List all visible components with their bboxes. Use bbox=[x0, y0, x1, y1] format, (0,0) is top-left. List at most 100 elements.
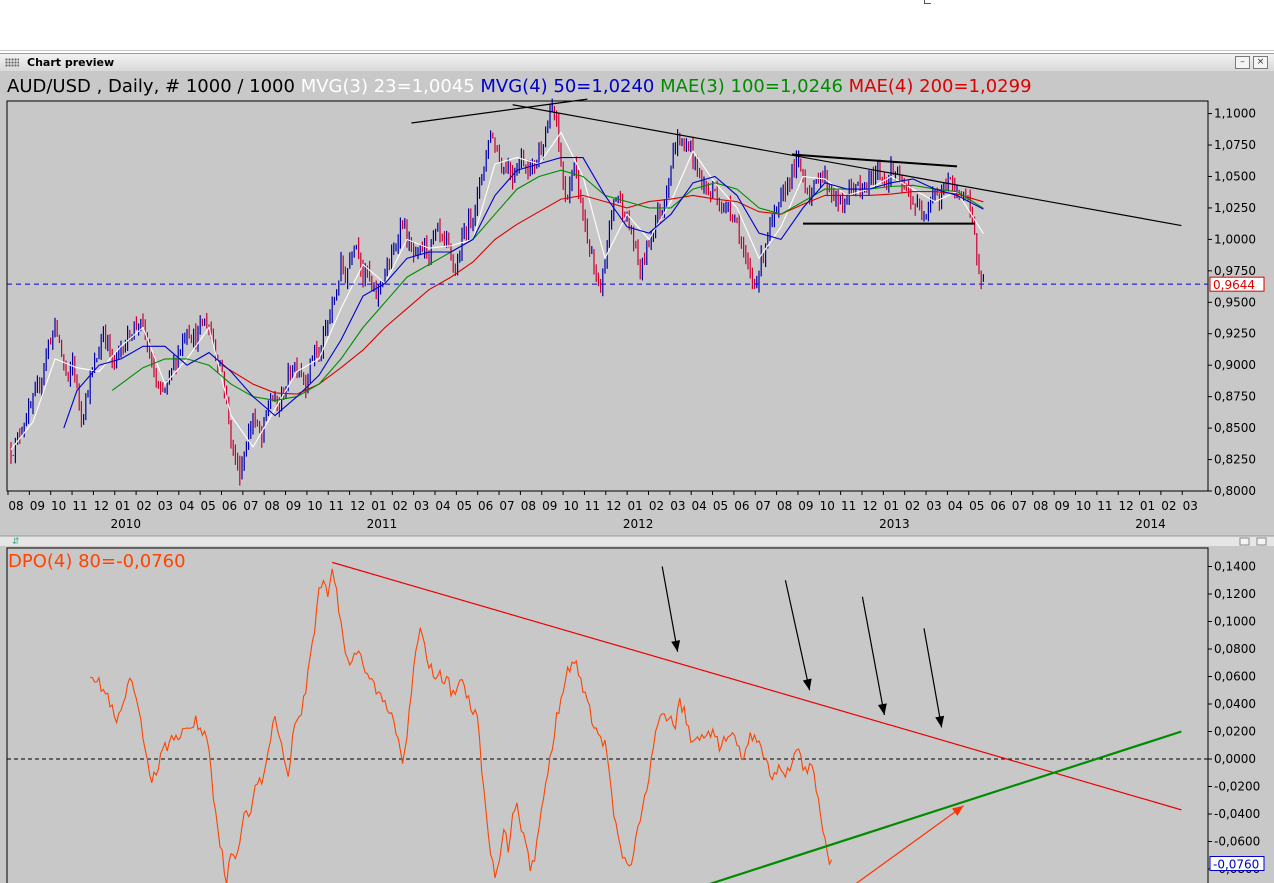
subpanel-minimize-icon bbox=[1239, 537, 1250, 546]
price-xtick-label: 05 bbox=[713, 499, 728, 513]
price-xtick-label: 12 bbox=[606, 499, 621, 513]
last-price-box bbox=[1209, 276, 1265, 292]
price-xtick-label: 05 bbox=[969, 499, 984, 513]
mvg4-line bbox=[63, 157, 984, 429]
price-xtick-label: 03 bbox=[1183, 499, 1198, 513]
price-xtick-label: 02 bbox=[136, 499, 151, 513]
price-ytick-label: 1,0750 bbox=[1214, 138, 1256, 152]
panel-separator bbox=[0, 536, 1274, 546]
price-xtick-label: 06 bbox=[222, 499, 237, 513]
price-legend: AUD/USD , Daily, # 1000 / 1000 MVG(3) 23… bbox=[7, 76, 1032, 97]
price-xtick-label: 11 bbox=[72, 499, 87, 513]
dpo-plot-frame bbox=[6, 547, 1209, 883]
minimize-button[interactable]: – bbox=[1235, 56, 1250, 69]
price-year-label: 2012 bbox=[623, 517, 654, 531]
mvg3-line bbox=[10, 131, 984, 450]
price-xtick-label: 08 bbox=[8, 499, 23, 513]
price-xtick-label: 03 bbox=[670, 499, 685, 513]
price-ytick-label: 0,8250 bbox=[1214, 453, 1256, 467]
price-xtick-label: 03 bbox=[158, 499, 173, 513]
price-trendline bbox=[512, 104, 1182, 227]
price-year-label: 2013 bbox=[879, 517, 910, 531]
dpo-ytick-label: -0,0400 bbox=[1214, 807, 1260, 821]
title-bar[interactable]: Chart preview – × bbox=[0, 53, 1274, 72]
dpo-ytick-label: 0,0200 bbox=[1214, 725, 1256, 739]
price-legend-entry-3: MAE(3) 100=1,0246 bbox=[654, 76, 843, 97]
price-ytick-label: 0,9000 bbox=[1214, 358, 1256, 372]
price-ytick-label: 0,9500 bbox=[1214, 295, 1256, 309]
price-ytick-label: 0,8750 bbox=[1214, 390, 1256, 404]
price-xtick-label: 04 bbox=[435, 499, 450, 513]
price-xtick-label: 02 bbox=[1161, 499, 1176, 513]
close-button[interactable]: × bbox=[1253, 56, 1268, 69]
price-xtick-label: 04 bbox=[948, 499, 963, 513]
price-xtick-label: 06 bbox=[734, 499, 749, 513]
dpo-last-value-label: -0,0760 bbox=[1213, 858, 1259, 872]
price-xtick-label: 09 bbox=[542, 499, 557, 513]
price-panel-bg bbox=[0, 71, 1274, 536]
dpo-ytick-label: 0,1000 bbox=[1214, 615, 1256, 629]
price-xtick-label: 02 bbox=[393, 499, 408, 513]
price-year-label: 2010 bbox=[110, 517, 141, 531]
price-xtick-label: 12 bbox=[862, 499, 877, 513]
annotation-arrow bbox=[861, 596, 885, 716]
price-xtick-label: 10 bbox=[1076, 499, 1091, 513]
price-ytick-label: 1,0250 bbox=[1214, 201, 1256, 215]
price-xtick-label: 08 bbox=[265, 499, 280, 513]
price-legend-entry-1: MVG(3) 23=1,0045 bbox=[295, 76, 475, 97]
dpo-ytick-label: 0,0800 bbox=[1214, 642, 1256, 656]
drag-grip-icon[interactable] bbox=[5, 58, 19, 67]
last-price-label: 0,9644 bbox=[1213, 278, 1255, 292]
price-xtick-label: 09 bbox=[286, 499, 301, 513]
dpo-ytick-label: 0,1200 bbox=[1214, 587, 1256, 601]
price-ytick-label: 1,1000 bbox=[1214, 107, 1256, 121]
price-xtick-label: 12 bbox=[1119, 499, 1134, 513]
dpo-trendline bbox=[332, 561, 1182, 811]
price-xtick-label: 08 bbox=[1033, 499, 1048, 513]
price-xtick-label: 02 bbox=[649, 499, 664, 513]
annotation-arrow bbox=[923, 628, 943, 728]
price-ytick-label: 0,9750 bbox=[1214, 264, 1256, 278]
top-strip bbox=[0, 0, 1274, 51]
dpo-ytick-label: -0,0600 bbox=[1214, 835, 1260, 849]
dpo-panel-bg bbox=[0, 546, 1274, 883]
annotation-arrow bbox=[661, 566, 679, 652]
price-xtick-label: 10 bbox=[51, 499, 66, 513]
price-trendline bbox=[411, 98, 588, 124]
dpo-ytick-label: 0,1400 bbox=[1214, 560, 1256, 574]
price-legend-entry-0: AUD/USD , Daily, # 1000 / 1000 bbox=[7, 76, 295, 97]
price-xtick-label: 09 bbox=[798, 499, 813, 513]
price-xtick-label: 01 bbox=[884, 499, 899, 513]
separator-grip-icon: ⇵ bbox=[12, 537, 20, 547]
price-xtick-label: 12 bbox=[350, 499, 365, 513]
price-xtick-label: 03 bbox=[414, 499, 429, 513]
dpo-trendline bbox=[709, 730, 1182, 883]
dpo-line bbox=[90, 568, 833, 883]
price-xtick-label: 07 bbox=[756, 499, 771, 513]
dpo-ytick-label: 0,0600 bbox=[1214, 670, 1256, 684]
price-xtick-label: 06 bbox=[478, 499, 493, 513]
price-xtick-label: 10 bbox=[820, 499, 835, 513]
window-title: Chart preview bbox=[27, 56, 115, 69]
dpo-ytick-label: 0,0000 bbox=[1214, 752, 1256, 766]
dpo-ytick-label: -0,0200 bbox=[1214, 780, 1260, 794]
price-ytick-label: 0,9250 bbox=[1214, 327, 1256, 341]
price-xtick-label: 01 bbox=[115, 499, 130, 513]
dpo-last-value-box bbox=[1209, 856, 1265, 871]
price-xtick-label: 04 bbox=[692, 499, 707, 513]
dpo-ytick-label: 0,0400 bbox=[1214, 697, 1256, 711]
price-xtick-label: 01 bbox=[1140, 499, 1155, 513]
price-xtick-label: 01 bbox=[628, 499, 643, 513]
annotation-arrowhead bbox=[877, 703, 887, 715]
price-xtick-label: 11 bbox=[329, 499, 344, 513]
corner-mark bbox=[924, 0, 931, 4]
annotation-arrowhead bbox=[952, 805, 964, 816]
price-xtick-label: 05 bbox=[201, 499, 216, 513]
annotation-arrowhead bbox=[671, 640, 681, 652]
price-xtick-label: 02 bbox=[905, 499, 920, 513]
price-year-label: 2014 bbox=[1135, 517, 1166, 531]
price-xtick-label: 11 bbox=[585, 499, 600, 513]
price-xtick-label: 04 bbox=[179, 499, 194, 513]
price-legend-entry-4: MAE(4) 200=1,0299 bbox=[843, 76, 1032, 97]
